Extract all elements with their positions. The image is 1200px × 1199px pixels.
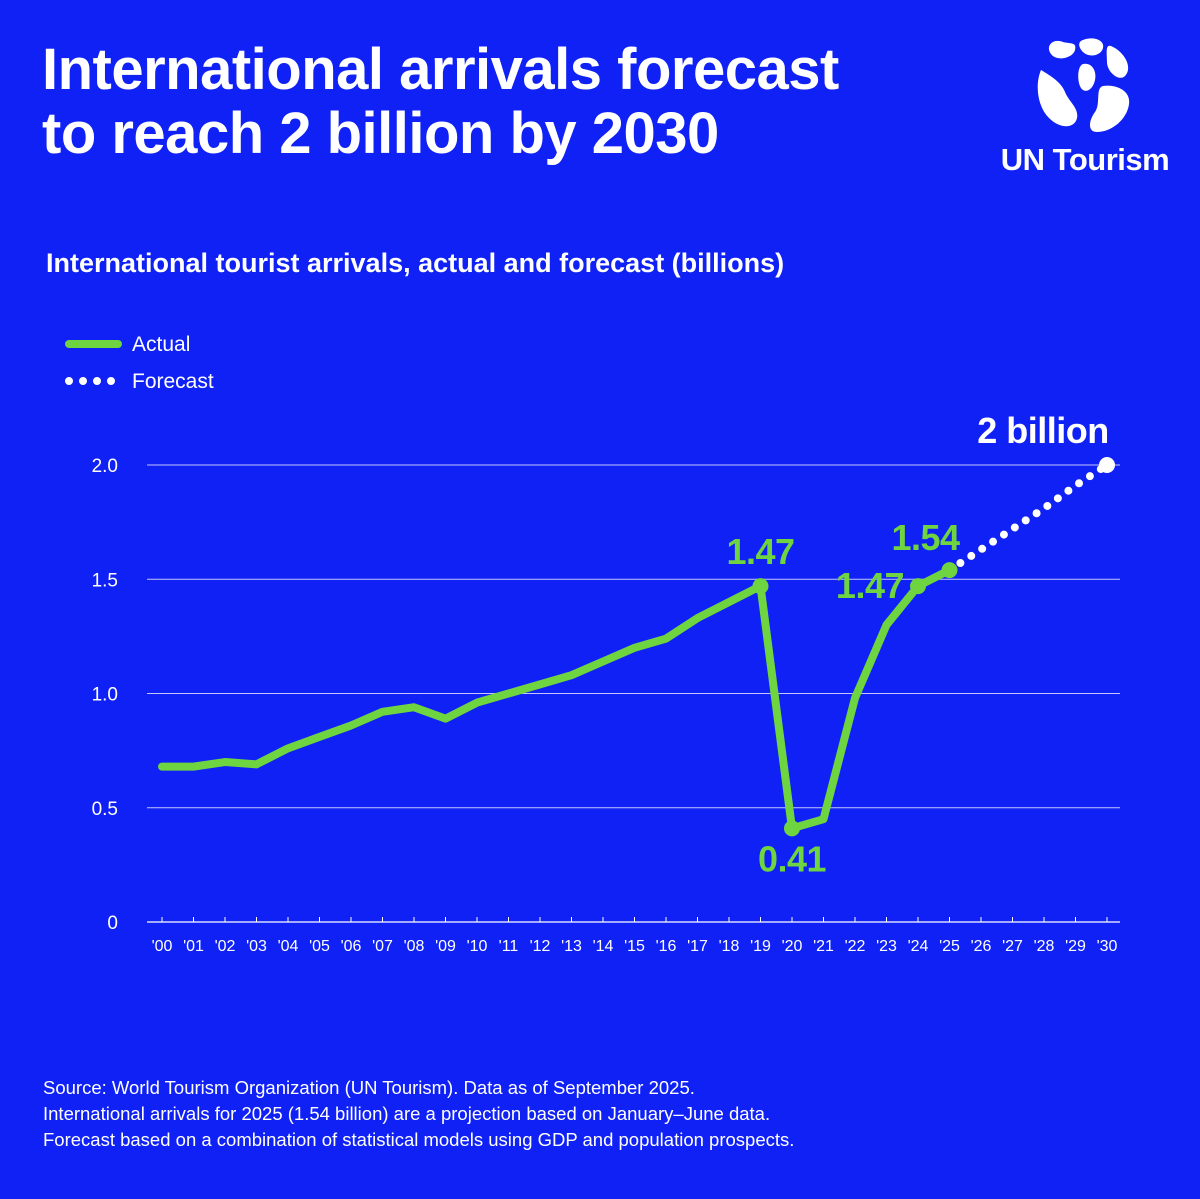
brand-name: UN Tourism — [1000, 142, 1170, 177]
x-tick-label: '03 — [246, 938, 267, 955]
x-tick-label: '08 — [404, 938, 425, 955]
data-point-marker — [941, 562, 958, 579]
x-tick-label: '22 — [845, 938, 866, 955]
x-tick-label: '30 — [1097, 938, 1118, 955]
y-tick-label: 1.5 — [92, 570, 118, 591]
x-tick-label: '27 — [1002, 938, 1023, 955]
data-label: 1.47 — [726, 531, 794, 572]
brand-logo: UN Tourism — [985, 30, 1185, 180]
gridlines — [147, 464, 1120, 809]
footnotes: Source: World Tourism Organization (UN T… — [43, 1075, 1143, 1153]
y-axis-ticks: 0 0.5 1.0 1.5 2.0 — [92, 456, 118, 934]
x-tick-label: '28 — [1034, 938, 1055, 955]
x-tick-label: '04 — [278, 938, 299, 955]
x-tick-label: '06 — [341, 938, 362, 955]
un-tourism-globe-icon — [1037, 38, 1130, 132]
x-tick-label: '16 — [656, 938, 677, 955]
x-tick-label: '02 — [215, 938, 236, 955]
y-tick-label: 2.0 — [92, 456, 118, 477]
x-tick-label: '09 — [435, 938, 456, 955]
x-tick-label: '10 — [467, 938, 488, 955]
y-tick-label: 0 — [107, 913, 118, 934]
x-tick-label: '20 — [782, 938, 803, 955]
x-tick-label: '29 — [1065, 938, 1086, 955]
chart-legend: Actual Forecast — [65, 333, 214, 393]
x-tick-label: '05 — [309, 938, 330, 955]
x-tick-label: '25 — [939, 938, 960, 955]
data-point-marker — [1099, 457, 1115, 473]
data-label: 2 billion — [977, 410, 1109, 451]
footnote-forecast-method: Forecast based on a combination of stati… — [43, 1129, 795, 1150]
headline: International arrivals forecast to reach… — [42, 38, 942, 166]
legend-forecast-label: Forecast — [132, 370, 214, 393]
x-tick-label: '24 — [908, 938, 929, 955]
actual-series-line — [158, 566, 954, 833]
legend-actual-label: Actual — [132, 333, 190, 356]
x-tick-label: '19 — [750, 938, 771, 955]
data-point-marker — [910, 578, 926, 595]
x-tick-label: '17 — [687, 938, 708, 955]
x-tick-label: '21 — [813, 938, 834, 955]
headline-line-1: International arrivals forecast — [42, 37, 839, 102]
chart-series — [158, 461, 1111, 833]
chart-annotations: 1.47 0.41 1.47 1.54 2 billion — [726, 410, 1115, 879]
x-tick-label: '18 — [719, 938, 740, 955]
chart-title: International tourist arrivals, actual a… — [46, 248, 785, 278]
data-label: 0.41 — [758, 838, 827, 879]
data-label: 1.47 — [836, 565, 904, 606]
x-tick-label: '14 — [593, 938, 614, 955]
footnote-source: Source: World Tourism Organization (UN T… — [43, 1077, 695, 1098]
x-tick-label: '00 — [152, 938, 173, 955]
x-tick-label: '01 — [183, 938, 204, 955]
footnote-projection: International arrivals for 2025 (1.54 bi… — [43, 1103, 771, 1124]
x-tick-label: '12 — [530, 938, 551, 955]
x-tick-label: '15 — [624, 938, 645, 955]
headline-line-2: to reach 2 billion by 2030 — [42, 101, 719, 166]
data-label: 1.54 — [891, 517, 960, 558]
forecast-series-line — [945, 461, 1111, 575]
x-tick-label: '11 — [499, 938, 519, 955]
x-tick-label: '07 — [372, 938, 393, 955]
y-tick-label: 1.0 — [92, 685, 118, 706]
x-axis: '00 '01 '02 '03 '04 '05 '06 '07 '08 '09 '10 '11 '12 '… — [147, 917, 1120, 955]
x-tick-label: '26 — [971, 938, 992, 955]
y-tick-label: 0.5 — [92, 799, 118, 820]
x-tick-label: '13 — [561, 938, 582, 955]
data-point-marker — [752, 578, 769, 595]
x-tick-label: '23 — [876, 938, 897, 955]
data-point-marker — [784, 820, 800, 837]
